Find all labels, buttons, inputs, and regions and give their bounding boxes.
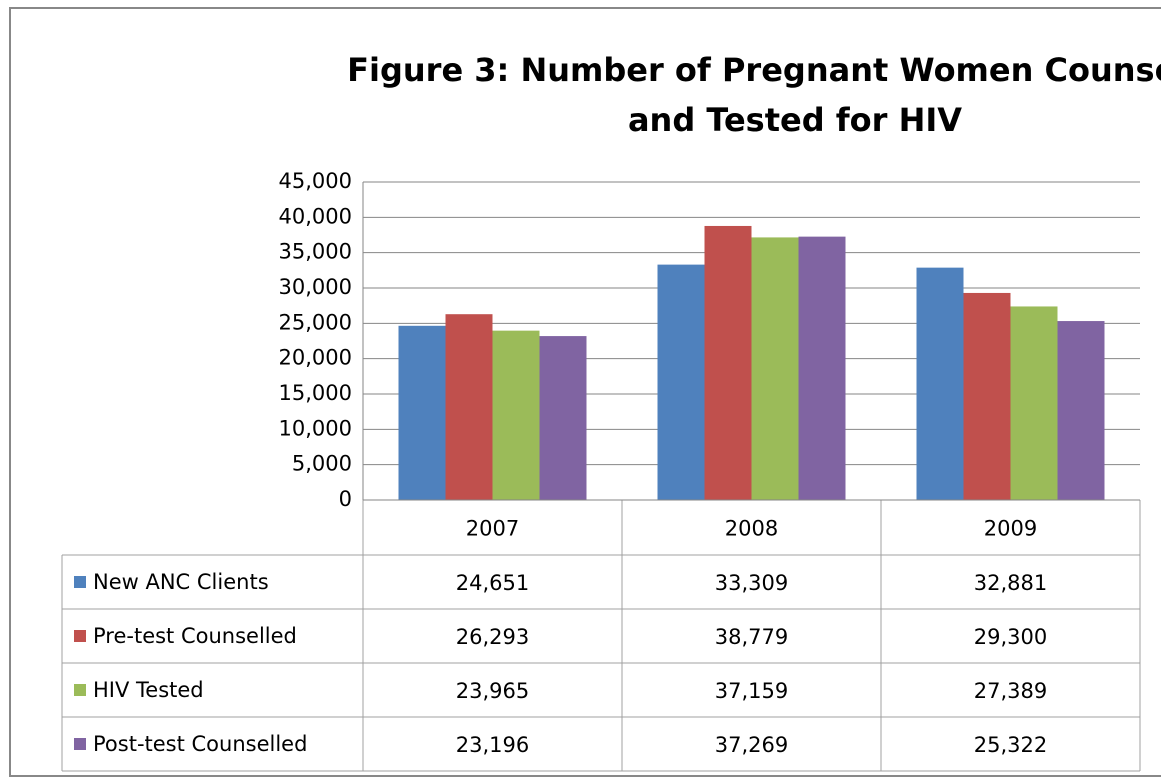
legend-swatch xyxy=(74,738,86,750)
y-tick-label: 10,000 xyxy=(279,416,352,440)
bar xyxy=(1057,321,1105,500)
chart-title: and Tested for HIV xyxy=(628,101,962,139)
legend-label: New ANC Clients xyxy=(93,570,269,594)
bar xyxy=(398,325,446,500)
table-value: 29,300 xyxy=(974,625,1047,649)
bar xyxy=(798,236,846,501)
table-value: 23,965 xyxy=(456,679,529,703)
x-tick-label: 2009 xyxy=(984,517,1037,541)
legend-swatch xyxy=(74,576,86,588)
table-value: 23,196 xyxy=(456,733,529,757)
y-tick-label: 40,000 xyxy=(279,204,352,228)
x-tick-label: 2008 xyxy=(725,517,778,541)
y-tick-label: 35,000 xyxy=(279,240,352,264)
y-tick-label: 15,000 xyxy=(279,381,352,405)
bar xyxy=(657,264,705,500)
table-value: 25,322 xyxy=(974,733,1047,757)
x-tick-label: 2007 xyxy=(466,517,519,541)
legend-swatch xyxy=(74,684,86,696)
legend-label: Post-test Counselled xyxy=(93,732,307,756)
bar xyxy=(539,336,587,500)
bar xyxy=(704,225,752,500)
y-tick-label: 5,000 xyxy=(292,452,352,476)
y-tick-label: 30,000 xyxy=(279,275,352,299)
bar xyxy=(963,292,1011,500)
legend-label: HIV Tested xyxy=(93,678,204,702)
y-tick-label: 25,000 xyxy=(279,310,352,334)
table-value: 26,293 xyxy=(456,625,529,649)
y-tick-label: 45,000 xyxy=(279,169,352,193)
table-value: 24,651 xyxy=(456,571,529,595)
bar xyxy=(916,267,964,500)
bar xyxy=(751,237,799,500)
bar xyxy=(492,330,540,500)
table-value: 37,159 xyxy=(715,679,788,703)
y-tick-label: 20,000 xyxy=(279,346,352,370)
bar xyxy=(1010,306,1058,500)
bar xyxy=(445,314,493,500)
table-value: 33,309 xyxy=(715,571,788,595)
table-value: 27,389 xyxy=(974,679,1047,703)
table-value: 37,269 xyxy=(715,733,788,757)
y-tick-label: 0 xyxy=(339,487,352,511)
chart-title: Figure 3: Number of Pregnant Women Couns… xyxy=(347,51,1161,89)
table-value: 32,881 xyxy=(974,571,1047,595)
legend-label: Pre-test Counselled xyxy=(93,624,297,648)
legend-swatch xyxy=(74,630,86,642)
table-value: 38,779 xyxy=(715,625,788,649)
